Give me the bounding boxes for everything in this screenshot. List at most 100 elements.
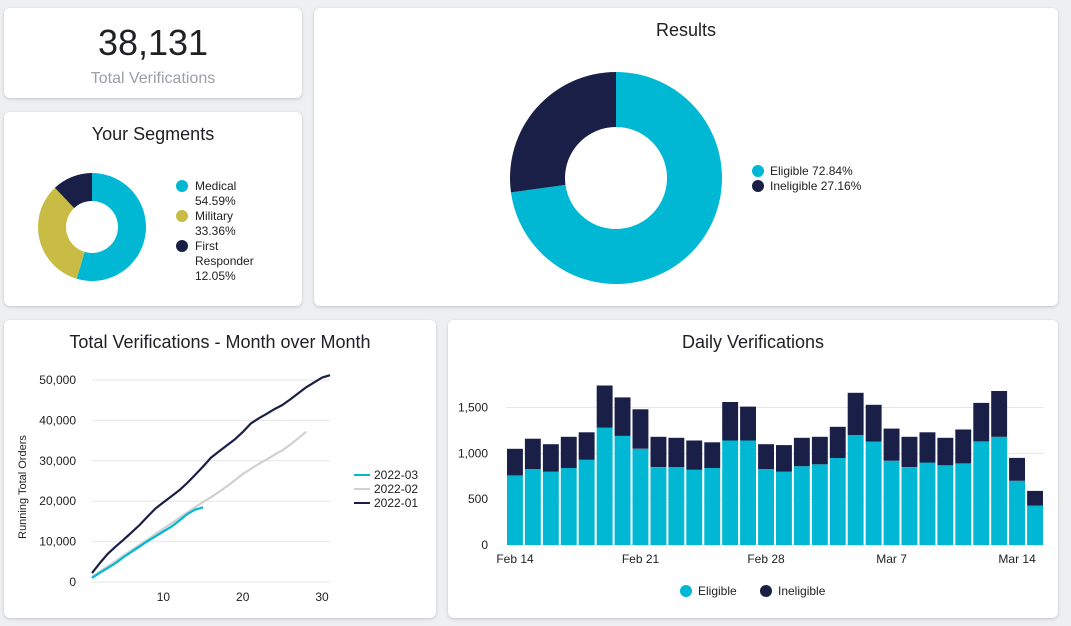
kpi-value: 38,131: [97, 22, 209, 63]
bar-ineligible-feb-16: [542, 444, 559, 472]
bar-ineligible-feb-26: [722, 402, 739, 441]
bar-eligible-mar-7: [883, 460, 900, 545]
segments-card: Your Segments Medical 54.59% Military 33…: [4, 112, 302, 306]
bar-eligible-feb-24: [686, 469, 703, 545]
bar-eligible-feb-19: [596, 427, 613, 545]
bar-eligible-mar-8: [901, 467, 918, 545]
legend-item-first-responder: First Responder 12.05%: [195, 239, 254, 284]
bar-ineligible-mar-9: [919, 432, 936, 463]
daily-verifications-bar-chart: 0 500 1,000 1,500 Feb 14 Feb 21 Feb 28 Mar 7 Mar…: [458, 385, 1044, 598]
bar-ineligible-mar-2: [793, 437, 810, 467]
results-slice-ineligible: [510, 72, 616, 193]
month-over-month-card: Total Verifications - Month over Month 0…: [4, 320, 436, 618]
legend-pct-first-responder: 12.05%: [195, 269, 236, 283]
bar-ineligible-feb-25: [704, 442, 721, 468]
line-y-tick-label: 20,000: [39, 494, 76, 508]
bar-x-tick-label: Feb 14: [496, 552, 534, 566]
bar-eligible-mar-13: [991, 436, 1008, 545]
bar-eligible-feb-21: [632, 448, 649, 546]
bar-legend-dot-eligible: [680, 585, 692, 597]
line-series-2022-01: [91, 374, 331, 574]
bar-ineligible-mar-1: [776, 445, 792, 472]
segments-slice-medical: [76, 173, 146, 281]
bar-ineligible-mar-12: [973, 402, 990, 442]
line-series-2022-03: [91, 506, 204, 579]
segments-slice-military: [38, 187, 85, 279]
bar-eligible-mar-1: [776, 471, 792, 545]
bar-legend-label-eligible: Eligible: [698, 584, 737, 598]
bar-ineligible-feb-24: [686, 440, 703, 470]
bar-eligible-mar-4: [829, 457, 846, 545]
bar-eligible-feb-28: [758, 468, 774, 545]
legend-label-first-responder-1: First: [195, 239, 219, 253]
legend-pct-medical: 54.59%: [195, 194, 236, 208]
bar-eligible-feb-20: [614, 435, 631, 545]
segments-title: Your Segments: [91, 124, 215, 144]
bar-ineligible-feb-14: [507, 448, 523, 476]
results-slice-eligible: [510, 72, 722, 284]
results-donut-chart: [510, 72, 722, 284]
bar-ineligible-feb-18: [578, 432, 595, 460]
legend-label-medical: Medical: [195, 179, 237, 193]
line-legend-label-2022-02: 2022-02: [374, 482, 418, 496]
bar-y-tick-label: 500: [468, 492, 488, 506]
legend-pct-military: 33.36%: [195, 224, 236, 238]
bar-ineligible-feb-22: [650, 436, 667, 467]
bar-eligible-feb-22: [650, 467, 667, 545]
bar-y-tick-label: 1,500: [458, 401, 488, 415]
bar-eligible-mar-10: [937, 465, 954, 546]
bar-legend-dot-ineligible: [760, 585, 772, 597]
kpi-label: Total Verifications: [90, 70, 216, 87]
bar-eligible-feb-25: [704, 468, 721, 545]
bar-eligible-feb-18: [578, 459, 595, 546]
results-card: Results Eligible 72.84% Ineligible 27.16…: [314, 8, 1058, 306]
bar-eligible-mar-15: [1027, 505, 1043, 545]
legend-dot-ineligible: [752, 180, 764, 192]
line-chart-title: Total Verifications - Month over Month: [69, 332, 371, 352]
line-x-tick-label: 30: [315, 590, 329, 604]
bar-eligible-feb-27: [740, 440, 756, 545]
segments-donut-chart: [38, 173, 146, 281]
bar-x-tick-label: Mar 14: [998, 552, 1036, 566]
bar-ineligible-feb-23: [668, 437, 685, 468]
line-y-tick-label: 30,000: [39, 454, 76, 468]
bar-x-tick-label: Feb 28: [747, 552, 785, 566]
bar-ineligible-mar-6: [865, 404, 882, 442]
legend-dot-eligible: [752, 165, 764, 177]
bar-ineligible-mar-15: [1027, 490, 1043, 506]
bar-ineligible-mar-10: [937, 437, 954, 466]
bar-eligible-feb-17: [560, 468, 577, 545]
bar-eligible-mar-12: [973, 441, 990, 545]
bar-x-tick-label: Feb 21: [622, 552, 660, 566]
kpi-card: 38,131 Total Verifications: [4, 8, 302, 98]
line-legend-label-2022-03: 2022-03: [374, 468, 418, 482]
bar-eligible-feb-15: [524, 468, 541, 545]
bar-eligible-mar-3: [811, 464, 828, 545]
legend-dot-military: [176, 210, 188, 222]
line-series-2022-02: [91, 430, 307, 578]
line-legend-label-2022-01: 2022-01: [374, 496, 418, 510]
legend-dot-medical: [176, 180, 188, 192]
bar-eligible-feb-23: [668, 467, 685, 545]
legend-item-military: Military 33.36%: [195, 209, 236, 239]
line-y-tick-label: 10,000: [39, 535, 76, 549]
bar-ineligible-feb-21: [632, 409, 649, 449]
bar-ineligible-feb-28: [758, 444, 774, 469]
line-y-tick-label: 50,000: [39, 373, 76, 387]
line-y-axis-label: Running Total Orders: [17, 435, 29, 539]
legend-label-first-responder-2: Responder: [195, 254, 254, 268]
bar-eligible-mar-9: [919, 462, 936, 545]
bar-ineligible-feb-19: [596, 385, 613, 428]
legend-label-military: Military: [195, 209, 233, 223]
bar-ineligible-feb-27: [740, 406, 756, 441]
month-over-month-line-chart: 0 10,000 20,000 30,000 40,000 50,000 10 20 30 Run…: [17, 373, 418, 604]
legend-label-eligible: Eligible 72.84%: [770, 164, 853, 178]
bar-ineligible-feb-20: [614, 397, 631, 436]
legend-label-ineligible: Ineligible 27.16%: [770, 179, 862, 193]
bar-ineligible-feb-15: [524, 438, 541, 469]
bar-eligible-mar-14: [1009, 480, 1025, 545]
line-x-tick-label: 20: [236, 590, 250, 604]
line-y-tick-label: 40,000: [39, 413, 76, 427]
bar-y-tick-label: 1,000: [458, 446, 488, 460]
bar-eligible-feb-16: [542, 471, 559, 545]
